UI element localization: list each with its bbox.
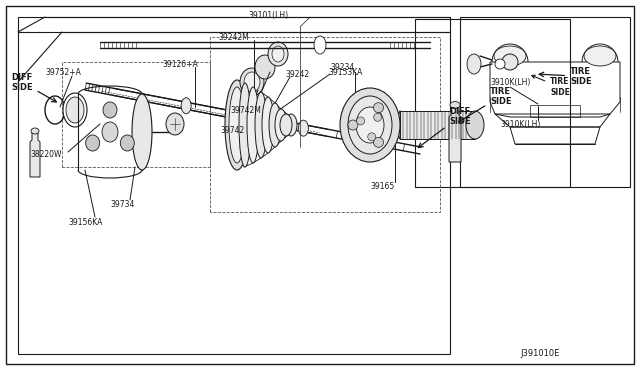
Ellipse shape — [225, 80, 249, 170]
Ellipse shape — [262, 97, 274, 153]
Text: J391010E: J391010E — [520, 350, 560, 359]
Text: 38220W: 38220W — [30, 150, 61, 158]
Text: 39242: 39242 — [285, 70, 309, 78]
Ellipse shape — [495, 59, 505, 69]
Ellipse shape — [166, 113, 184, 135]
Ellipse shape — [132, 94, 152, 170]
Ellipse shape — [467, 54, 481, 74]
Ellipse shape — [356, 107, 384, 143]
Text: 3910K(LH): 3910K(LH) — [500, 119, 540, 128]
Ellipse shape — [239, 83, 251, 167]
Ellipse shape — [255, 92, 267, 158]
Ellipse shape — [275, 109, 287, 141]
Circle shape — [374, 103, 383, 113]
Text: 3910K(LH): 3910K(LH) — [490, 77, 531, 87]
Text: 39734: 39734 — [110, 199, 134, 208]
Ellipse shape — [340, 88, 400, 162]
Ellipse shape — [314, 36, 326, 54]
Ellipse shape — [103, 102, 117, 118]
Polygon shape — [449, 107, 461, 162]
Polygon shape — [30, 133, 40, 177]
Text: 39752+A: 39752+A — [45, 67, 81, 77]
Ellipse shape — [31, 128, 39, 134]
Ellipse shape — [298, 120, 308, 136]
Ellipse shape — [466, 111, 484, 139]
Text: 39101(LH): 39101(LH) — [248, 10, 288, 19]
Ellipse shape — [450, 102, 460, 109]
Circle shape — [348, 120, 358, 130]
Bar — [415, 19, 570, 187]
Ellipse shape — [247, 87, 259, 163]
Text: TIRE
SIDE: TIRE SIDE — [459, 87, 511, 122]
Ellipse shape — [66, 97, 84, 123]
Bar — [530, 105, 580, 117]
Text: 39742M: 39742M — [230, 106, 261, 115]
Ellipse shape — [255, 55, 275, 79]
Ellipse shape — [269, 103, 281, 147]
Text: 39156KA: 39156KA — [68, 218, 102, 227]
Text: TIRE
SIDE: TIRE SIDE — [532, 75, 570, 97]
Text: 39742: 39742 — [220, 125, 244, 135]
Bar — [460, 17, 630, 187]
Bar — [400, 111, 475, 139]
Text: 39165: 39165 — [370, 182, 394, 190]
Text: 39234: 39234 — [330, 62, 355, 71]
Ellipse shape — [272, 46, 284, 62]
Ellipse shape — [374, 113, 381, 121]
Ellipse shape — [102, 122, 118, 142]
Ellipse shape — [268, 42, 288, 66]
Ellipse shape — [63, 93, 87, 127]
Ellipse shape — [285, 114, 297, 136]
Text: 39153KA: 39153KA — [328, 67, 362, 77]
Ellipse shape — [502, 54, 518, 70]
Text: 39242M: 39242M — [218, 32, 249, 42]
Ellipse shape — [240, 68, 264, 96]
Ellipse shape — [356, 117, 365, 125]
Ellipse shape — [280, 114, 292, 136]
Text: DIFF
SIDE: DIFF SIDE — [419, 107, 471, 147]
Circle shape — [374, 137, 383, 147]
Ellipse shape — [120, 135, 134, 151]
Ellipse shape — [494, 46, 526, 66]
Ellipse shape — [584, 46, 616, 66]
Ellipse shape — [86, 135, 100, 151]
Text: 39126+A: 39126+A — [162, 60, 198, 68]
Ellipse shape — [348, 96, 392, 154]
Ellipse shape — [244, 72, 260, 92]
Ellipse shape — [229, 87, 245, 163]
Ellipse shape — [368, 133, 376, 141]
Text: DIFF
SIDE: DIFF SIDE — [11, 73, 56, 102]
Ellipse shape — [181, 98, 191, 114]
Text: TIRE
SIDE: TIRE SIDE — [539, 67, 591, 86]
